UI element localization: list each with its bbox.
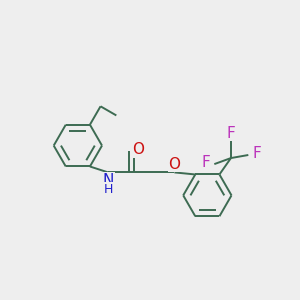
Text: F: F <box>253 146 262 161</box>
Text: O: O <box>132 142 144 157</box>
Text: F: F <box>226 125 235 140</box>
Text: H: H <box>103 183 113 196</box>
Text: F: F <box>201 155 210 170</box>
Text: N: N <box>102 173 114 188</box>
Text: O: O <box>168 157 180 172</box>
